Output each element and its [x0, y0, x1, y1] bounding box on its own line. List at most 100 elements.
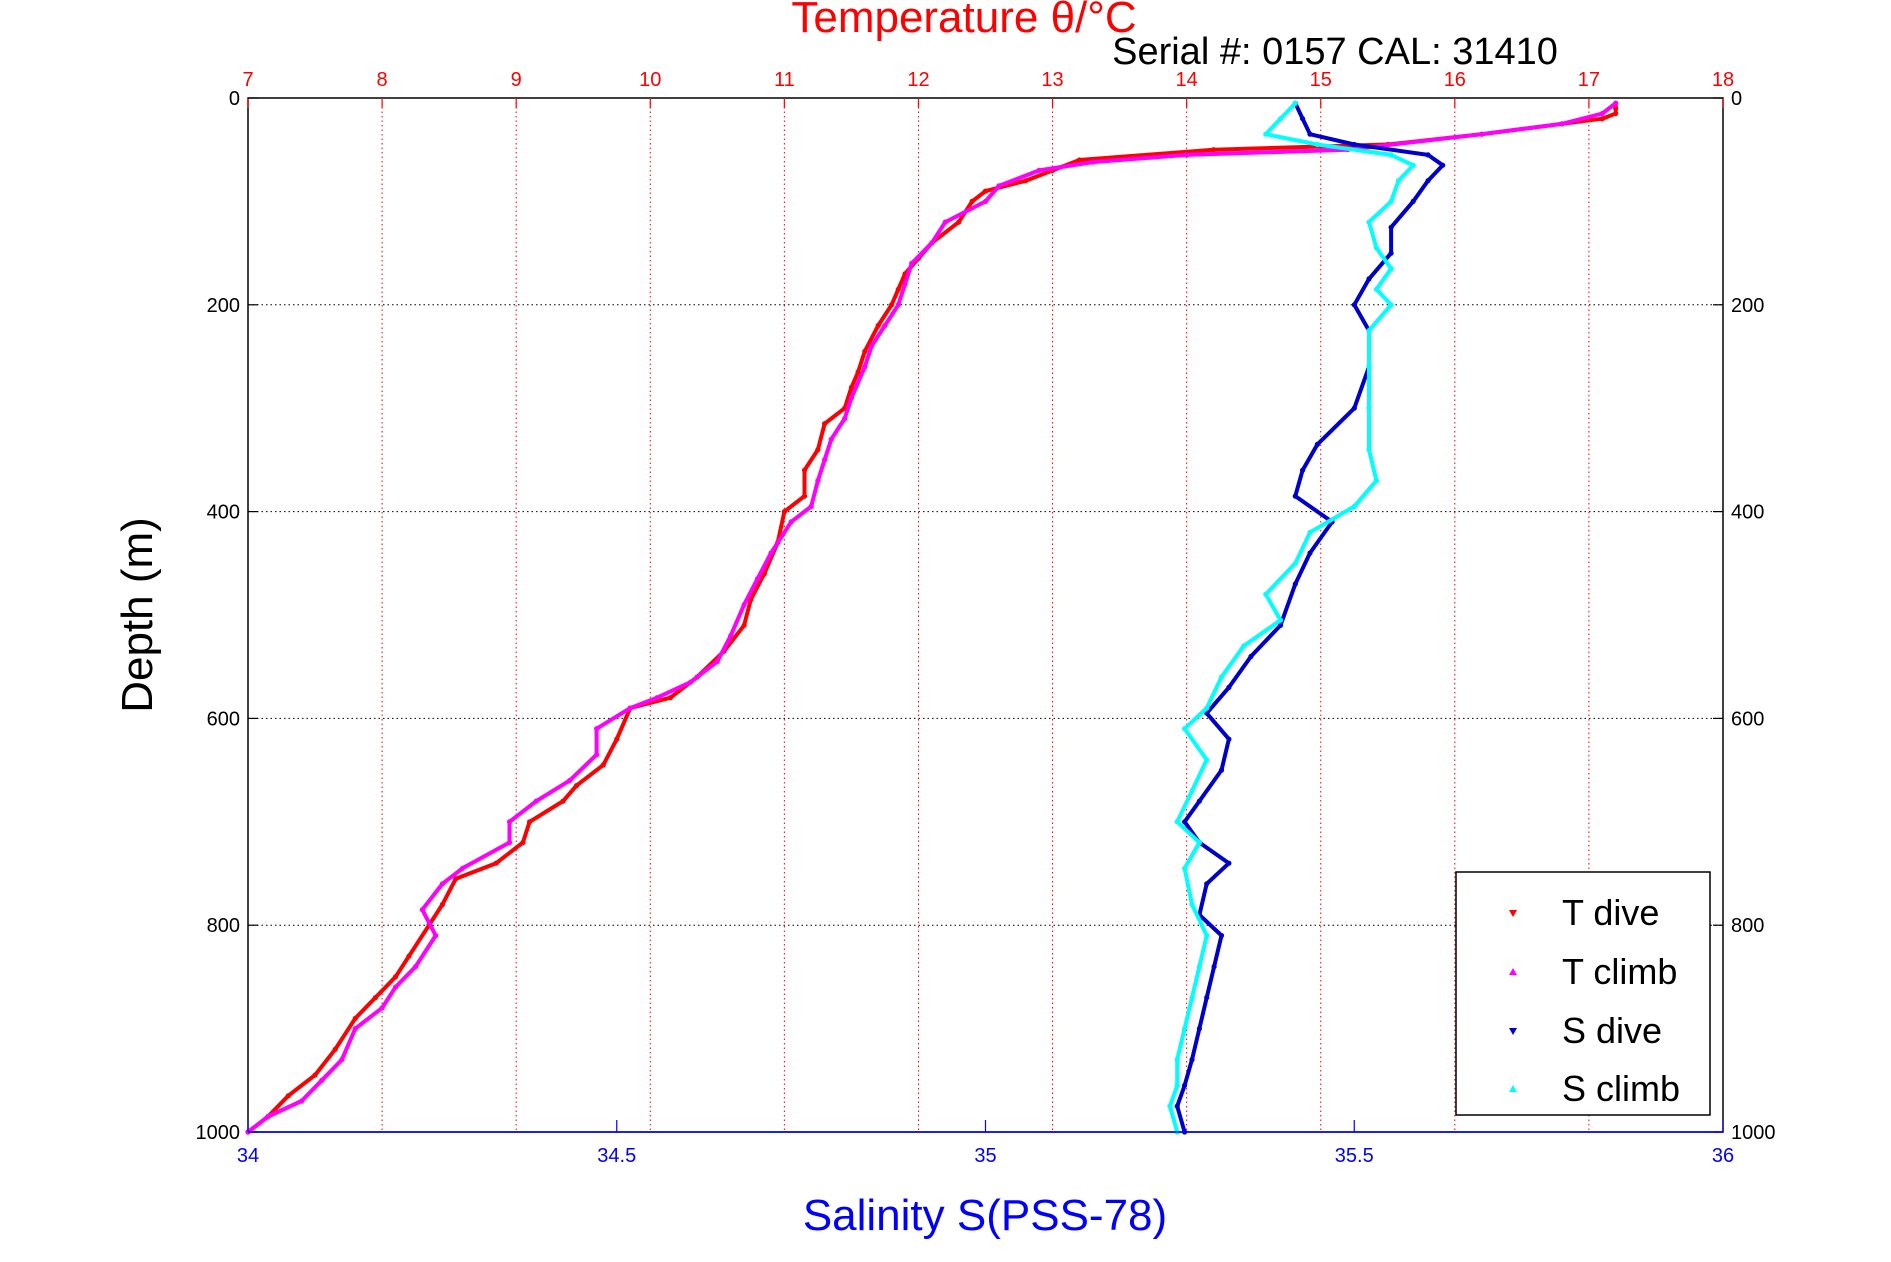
data-point-s-climb: [1189, 788, 1195, 794]
data-point-t-climb: [352, 1026, 358, 1032]
data-point-t-dive: [406, 953, 412, 959]
data-point-s-climb: [1366, 219, 1372, 225]
data-point-t-dive: [889, 302, 895, 308]
data-point-t-climb: [788, 519, 794, 525]
tick-label-depth-right: 200: [1731, 295, 1764, 317]
data-point-t-dive: [895, 286, 901, 292]
legend-marker-s-dive: [1509, 1028, 1517, 1035]
tick-label-temp: 7: [242, 69, 253, 91]
chart-subtitle: Serial #: 0157 CAL: 31410: [1112, 31, 1558, 73]
tick-label-temp: 9: [511, 69, 522, 91]
data-point-t-dive: [741, 622, 747, 628]
data-point-t-climb: [265, 1113, 271, 1120]
data-point-s-climb: [1373, 245, 1379, 251]
data-point-s-dive: [1211, 964, 1217, 970]
data-point-t-dive: [801, 493, 808, 499]
data-point-s-dive: [1292, 581, 1298, 587]
data-point-t-dive: [855, 369, 861, 375]
data-point-t-climb: [714, 658, 720, 665]
legend: T dive T climb S dive S climb: [1455, 871, 1711, 1116]
data-point-s-climb: [1373, 286, 1379, 292]
data-point-t-climb: [392, 984, 399, 990]
data-point-t-climb: [929, 240, 935, 246]
data-point-t-dive: [1599, 116, 1605, 122]
data-point-t-dive: [312, 1072, 318, 1078]
data-point-t-dive: [862, 348, 868, 354]
data-point-t-dive: [372, 995, 378, 1001]
data-point-s-dive: [1204, 881, 1210, 887]
data-point-t-climb: [815, 478, 821, 484]
data-point-s-climb: [1373, 478, 1379, 484]
data-point-t-climb: [419, 907, 425, 913]
data-point-s-climb: [1182, 1026, 1188, 1032]
data-point-s-dive: [1307, 550, 1313, 556]
tick-label-depth-left: 800: [207, 915, 240, 937]
data-point-s-dive: [1226, 736, 1232, 742]
data-point-t-dive: [527, 819, 533, 825]
data-point-t-dive: [667, 695, 674, 701]
legend-label-t-dive: T dive: [1562, 892, 1659, 933]
data-point-t-climb: [828, 436, 834, 442]
data-point-t-dive: [781, 509, 788, 515]
tick-label-depth-left: 600: [207, 708, 240, 730]
data-point-s-dive: [1314, 441, 1320, 447]
data-point-s-climb: [1277, 116, 1284, 122]
tick-label-depth-right: 600: [1731, 708, 1764, 730]
data-point-s-climb: [1196, 839, 1202, 846]
tick-label-sal: 34: [237, 1145, 259, 1167]
data-point-t-climb: [567, 777, 573, 784]
data-point-t-climb: [654, 695, 660, 701]
data-point-s-climb: [1388, 266, 1394, 272]
data-point-s-climb: [1388, 302, 1394, 308]
data-point-t-climb: [1599, 110, 1605, 117]
data-point-s-dive: [1300, 467, 1306, 473]
data-point-s-climb: [1366, 447, 1372, 453]
data-point-s-dive: [1307, 131, 1313, 137]
tick-label-temp: 12: [907, 69, 929, 91]
data-point-t-climb: [1090, 159, 1096, 165]
data-point-t-dive: [822, 421, 828, 427]
data-point-t-climb: [982, 198, 989, 204]
data-point-s-climb: [1204, 932, 1210, 939]
data-point-t-dive: [493, 860, 499, 866]
data-point-t-dive: [1613, 110, 1619, 117]
data-point-s-dive: [1182, 819, 1188, 825]
data-point-t-dive: [969, 198, 975, 204]
data-point-t-dive: [1210, 147, 1217, 153]
data-point-t-dive: [614, 736, 620, 742]
tick-label-temp: 11: [774, 69, 795, 91]
data-point-t-climb: [754, 576, 761, 582]
data-point-t-climb: [1559, 121, 1565, 127]
data-point-s-climb: [1174, 819, 1180, 825]
data-point-t-dive: [439, 901, 445, 908]
data-point-s-climb: [1388, 198, 1394, 204]
data-point-s-dive: [1182, 1082, 1188, 1089]
tick-label-depth-right: 400: [1731, 502, 1764, 524]
legend-marker-s-climb: [1509, 1085, 1517, 1092]
data-point-t-dive: [815, 447, 821, 453]
legend-label-s-climb: S climb: [1562, 1068, 1680, 1109]
data-point-t-climb: [996, 183, 1002, 189]
data-point-s-dive: [1204, 995, 1210, 1001]
data-point-t-climb: [506, 839, 513, 846]
data-point-s-climb: [1182, 726, 1188, 732]
data-point-t-dive: [560, 798, 566, 804]
data-point-s-climb: [1182, 865, 1188, 871]
data-point-s-dive: [1388, 224, 1394, 230]
data-point-s-dive: [1218, 932, 1225, 939]
data-point-s-dive: [1196, 798, 1202, 804]
data-point-s-climb: [1263, 131, 1269, 137]
legend-label-t-climb: T climb: [1562, 951, 1677, 992]
data-point-t-climb: [862, 364, 868, 370]
data-point-s-climb: [1241, 643, 1247, 649]
data-point-s-dive: [1351, 405, 1357, 411]
data-point-s-climb: [1366, 328, 1372, 334]
data-point-s-dive: [1226, 860, 1232, 866]
data-point-t-dive: [573, 783, 580, 789]
tick-label-sal: 35: [974, 1145, 996, 1167]
data-point-s-climb: [1189, 995, 1195, 1001]
data-point-t-climb: [909, 260, 915, 266]
data-point-t-dive: [352, 1015, 358, 1021]
